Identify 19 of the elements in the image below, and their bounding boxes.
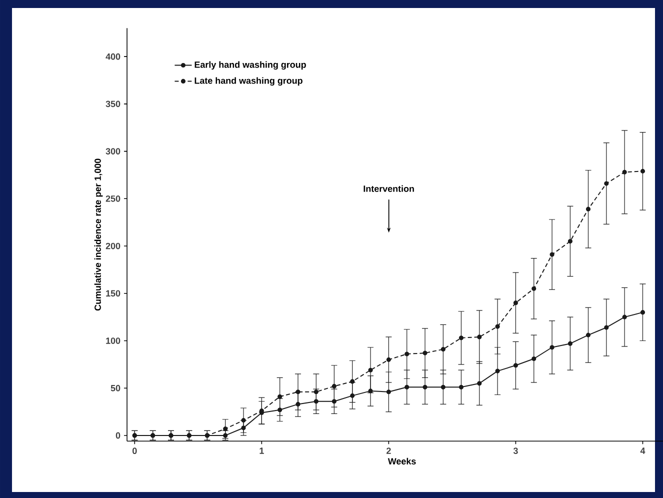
x-tick-label: 2: [386, 448, 391, 454]
x-tick-label: 3: [513, 448, 518, 454]
y-tick-label: 200: [106, 242, 120, 250]
y-axis-title: Cumulative incidence rate per 1,000: [94, 158, 103, 311]
y-tick-label: 250: [106, 195, 120, 202]
legend-label: Late hand washing group: [194, 77, 302, 86]
y-tick-label: 0: [116, 432, 120, 439]
x-axis-title: Weeks: [388, 458, 416, 464]
y-tick-label: 400: [106, 53, 120, 60]
x-tick-label: 1: [260, 448, 264, 454]
y-tick-label: 300: [106, 148, 120, 154]
x-tick-label: 0: [132, 448, 137, 454]
y-tick-label: 150: [106, 290, 120, 297]
y-tick-label: 100: [106, 338, 120, 344]
y-tick-label: 350: [106, 100, 120, 108]
annotation: Intervention: [364, 185, 414, 192]
y-tick-label: 50: [110, 384, 120, 392]
x-tick-label: 4: [640, 448, 646, 454]
legend-label: Early hand washing group: [194, 61, 306, 70]
